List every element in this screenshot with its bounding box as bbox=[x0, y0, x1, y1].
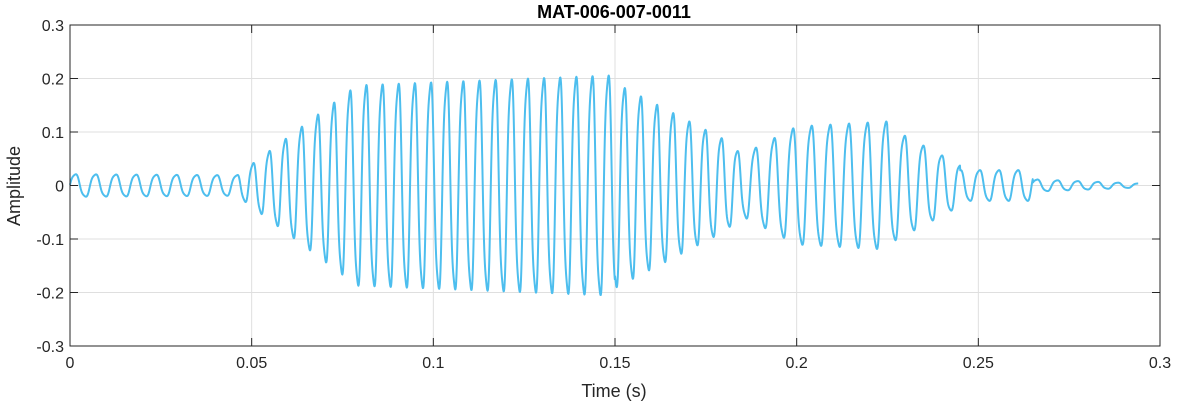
y-tick-label: 0.2 bbox=[42, 72, 64, 89]
y-tick-label: -0.2 bbox=[36, 286, 64, 303]
x-tick-label: 0.15 bbox=[599, 355, 630, 372]
waveform-line bbox=[69, 74, 1139, 297]
y-tick-label: 0.3 bbox=[42, 18, 64, 35]
x-tick-label: 0.2 bbox=[786, 355, 808, 372]
y-axis-label: Amplitude bbox=[4, 146, 24, 226]
x-tick-label: 0.05 bbox=[236, 355, 267, 372]
x-tick-label: 0.25 bbox=[963, 355, 994, 372]
y-tick-label: -0.3 bbox=[36, 339, 64, 356]
chart-title: MAT-006-007-0011 bbox=[537, 2, 691, 22]
x-axis-label: Time (s) bbox=[581, 381, 646, 401]
y-tick-label: 0 bbox=[55, 179, 64, 196]
plot-area bbox=[69, 74, 1139, 297]
x-tick-label: 0.1 bbox=[422, 355, 444, 372]
x-tick-label: 0.3 bbox=[1149, 355, 1171, 372]
ticks: 0 0.05 0.1 0.15 0.2 0.25 0.3 -0.3 -0.2 -0.1 0 0.1 0.… bbox=[36, 18, 1171, 372]
y-tick-label: 0.1 bbox=[42, 125, 64, 142]
x-tick-label: 0 bbox=[66, 355, 75, 372]
y-tick-label: -0.1 bbox=[36, 232, 64, 249]
